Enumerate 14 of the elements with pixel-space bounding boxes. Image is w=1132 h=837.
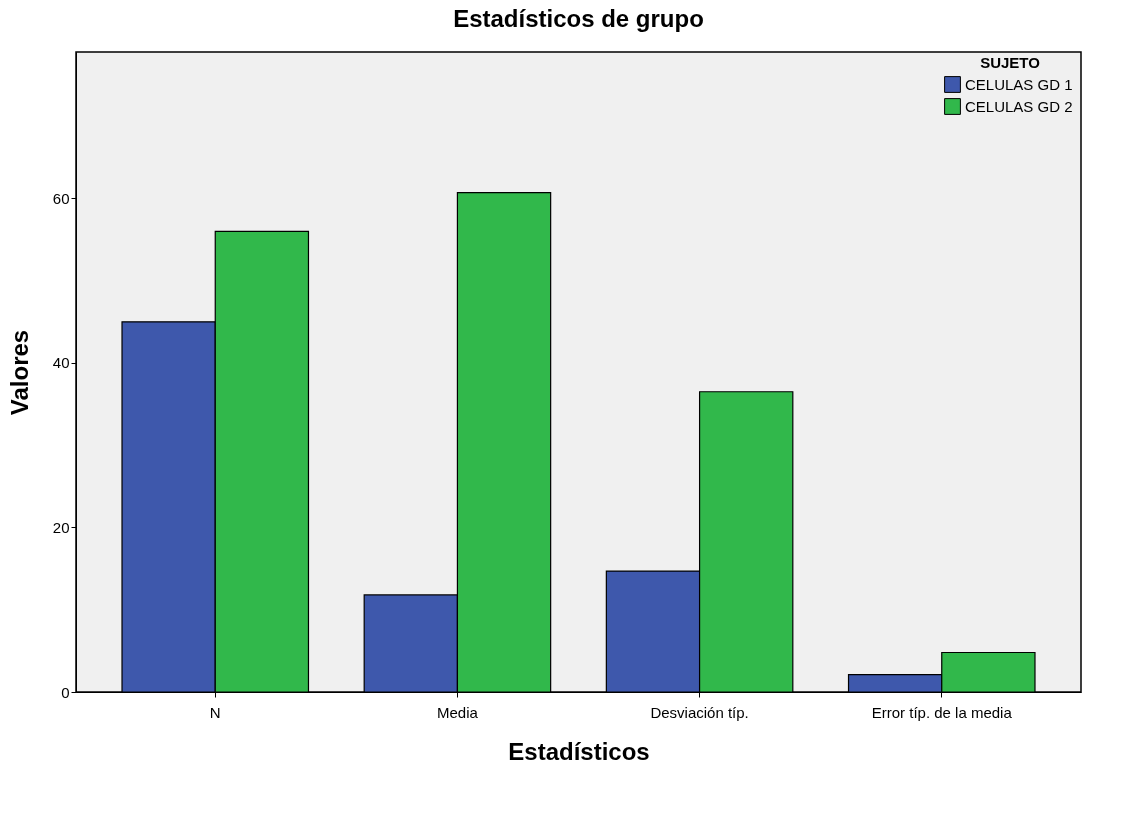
x-tick-label: Error típ. de la media [871,703,1013,721]
y-tick-label: 0 [61,683,70,701]
x-tick-label: N [209,703,221,721]
legend-label: CELULAS GD 1 [965,75,1073,93]
y-tick-label: 60 [52,189,70,207]
x-tick-label: Desviación típ. [650,703,749,721]
x-tick-label: Media [436,703,479,721]
legend-label: CELULAS GD 2 [965,97,1073,115]
legend-title: SUJETO [980,54,1041,71]
chart-title: Estadísticos de grupo [453,5,704,32]
y-tick-label: 40 [52,354,70,372]
y-axis-title: Valores [5,329,33,416]
x-axis-title: Estadísticos [508,737,650,765]
y-tick-label: 20 [52,518,70,536]
